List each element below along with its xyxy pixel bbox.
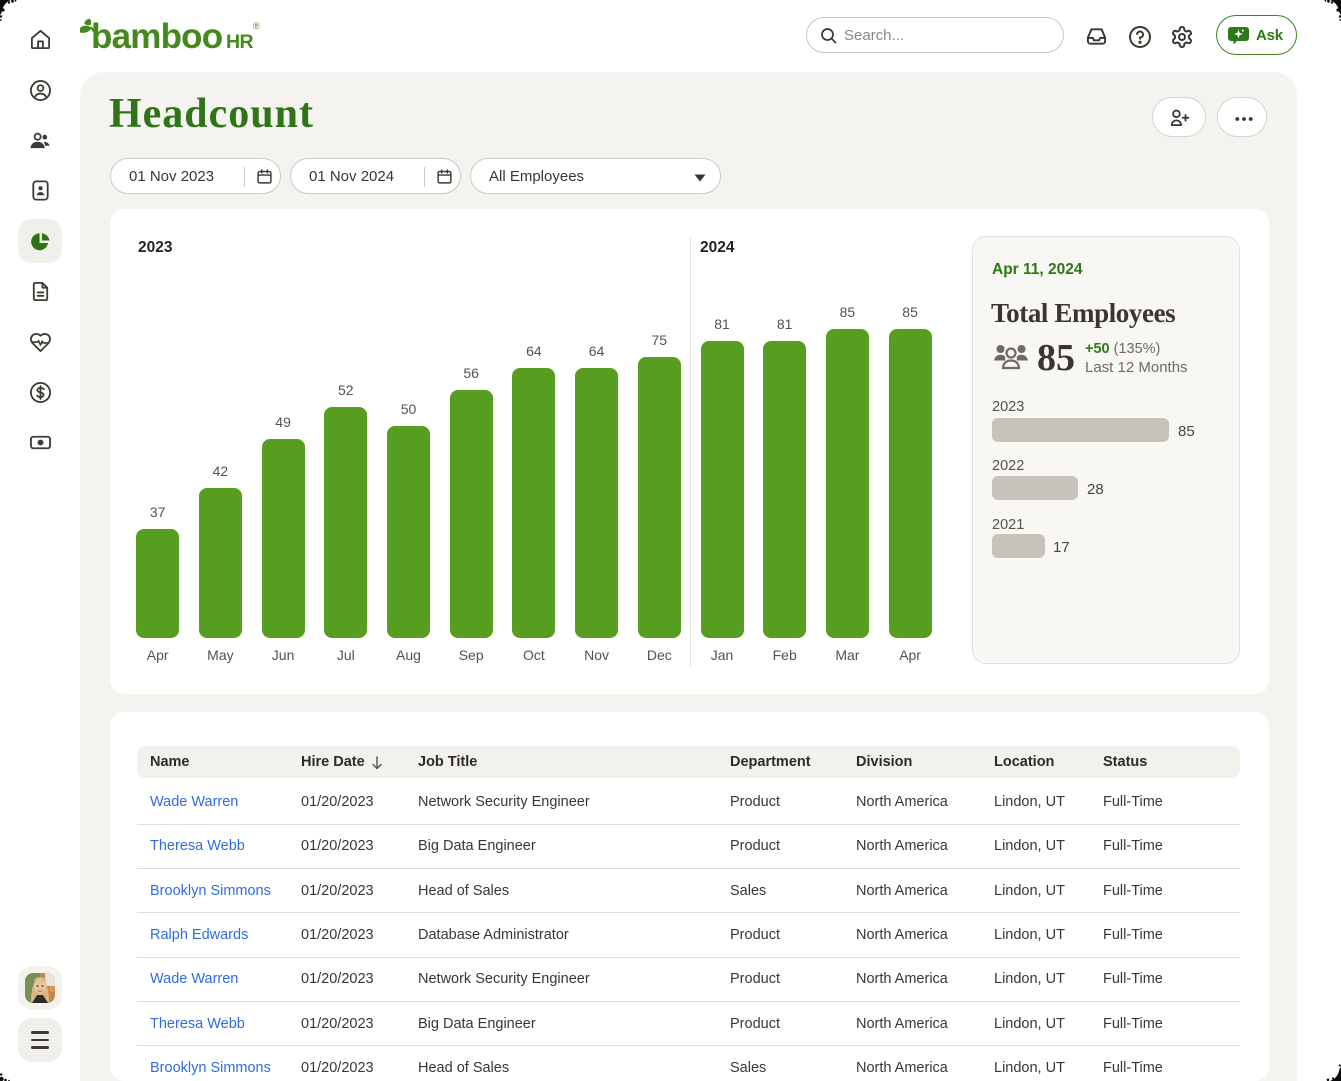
svg-text:bamboo: bamboo [91,17,223,56]
svg-text:HR: HR [226,31,253,53]
svg-text:®: ® [253,21,260,31]
